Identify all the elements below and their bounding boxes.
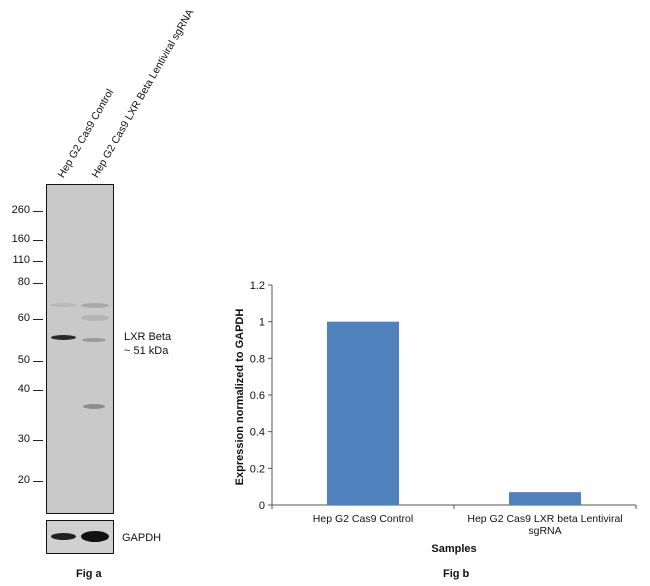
lxr-beta-target-label: LXR Beta ~ 51 kDa bbox=[124, 330, 171, 358]
gapdh-label: GAPDH bbox=[122, 532, 162, 544]
mw-marker-110: 110 bbox=[12, 254, 30, 266]
gapdh-band-control bbox=[51, 533, 76, 540]
fig-b-caption: Fig b bbox=[443, 568, 470, 580]
mw-marker-160: 160 bbox=[11, 233, 30, 245]
mw-tick-160 bbox=[33, 240, 43, 241]
faint-band-lane1-high bbox=[50, 303, 76, 307]
lxr-beta-band-control bbox=[51, 335, 76, 340]
mw-marker-260: 260 bbox=[11, 204, 30, 216]
western-blot-gapdh bbox=[46, 520, 114, 554]
target-name: LXR Beta bbox=[124, 331, 172, 343]
fig-a-caption: Fig a bbox=[76, 568, 102, 580]
y-tick-label: 0.2 bbox=[250, 463, 265, 475]
y-tick-label: 1.2 bbox=[250, 280, 265, 292]
target-size: ~ 51 kDa bbox=[124, 345, 169, 357]
faint-band-lane2-mid bbox=[81, 315, 109, 321]
mw-marker-50: 50 bbox=[17, 354, 30, 366]
mw-marker-60: 60 bbox=[17, 312, 30, 324]
faint-band-lane2-high bbox=[81, 303, 109, 308]
x-axis-label: Samples bbox=[431, 543, 476, 555]
mw-tick-40 bbox=[33, 390, 43, 391]
x-tick-label: sgRNA bbox=[528, 525, 561, 537]
mw-tick-260 bbox=[33, 211, 43, 212]
mw-tick-80 bbox=[33, 283, 43, 284]
x-tick-label: Hep G2 Cas9 LXR beta Lentiviral bbox=[467, 513, 622, 525]
western-blot-main bbox=[46, 184, 114, 514]
gapdh-band-sgrna bbox=[81, 531, 109, 542]
mw-marker-30: 30 bbox=[17, 433, 30, 445]
y-tick-label: 0.8 bbox=[250, 353, 265, 365]
mw-marker-20: 20 bbox=[17, 474, 30, 486]
mw-tick-50 bbox=[33, 361, 43, 362]
x-tick-label: Hep G2 Cas9 Control bbox=[313, 513, 413, 525]
y-tick-label: 0.4 bbox=[250, 427, 265, 439]
bar bbox=[509, 492, 581, 505]
mw-tick-60 bbox=[33, 319, 43, 320]
lxr-beta-band-sgrna bbox=[82, 338, 106, 342]
mw-tick-110 bbox=[33, 261, 43, 262]
bar bbox=[327, 321, 399, 505]
mw-marker-40: 40 bbox=[17, 383, 30, 395]
y-tick-label: 1 bbox=[259, 317, 265, 329]
y-tick-label: 0 bbox=[259, 500, 265, 512]
mw-marker-80: 80 bbox=[17, 276, 30, 288]
y-tick-label: 0.6 bbox=[250, 390, 265, 402]
nonspecific-band-sgrna bbox=[83, 404, 105, 409]
mw-tick-20 bbox=[33, 481, 43, 482]
mw-tick-30 bbox=[33, 440, 43, 441]
y-axis-label: Expression normalized to GAPDH bbox=[234, 309, 246, 486]
